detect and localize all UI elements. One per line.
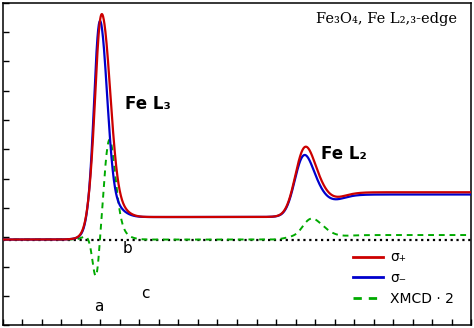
Legend: σ₊, σ₋, XMCD · 2: σ₊, σ₋, XMCD · 2 — [347, 245, 460, 312]
Text: Fe L₂: Fe L₂ — [321, 145, 367, 163]
Text: c: c — [141, 286, 149, 301]
Text: a: a — [94, 298, 103, 314]
Text: Fe L₃: Fe L₃ — [125, 95, 170, 113]
Text: Fe₃O₄, Fe L₂,₃-edge: Fe₃O₄, Fe L₂,₃-edge — [316, 12, 457, 27]
Text: b: b — [122, 241, 132, 256]
